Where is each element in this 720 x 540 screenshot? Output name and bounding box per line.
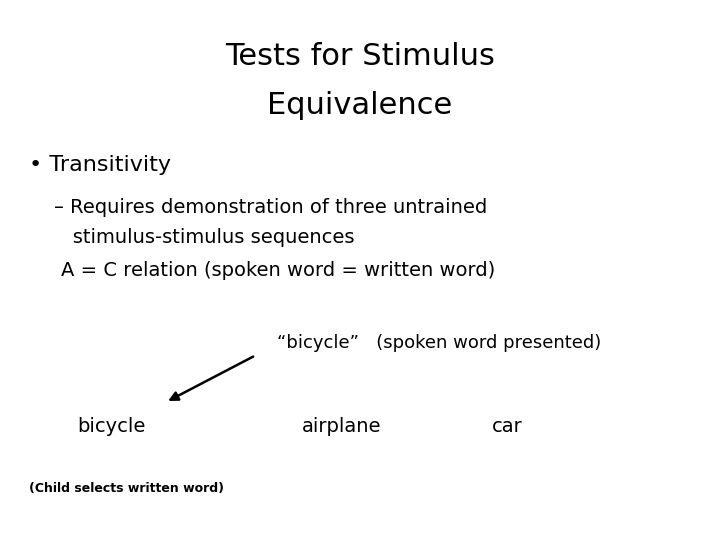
Text: Tests for Stimulus: Tests for Stimulus xyxy=(225,42,495,71)
Text: car: car xyxy=(492,417,523,436)
Text: airplane: airplane xyxy=(302,417,382,436)
Text: A = C relation (spoken word = written word): A = C relation (spoken word = written wo… xyxy=(61,260,495,280)
Text: – Requires demonstration of three untrained: – Requires demonstration of three untrai… xyxy=(54,198,487,218)
Text: Equivalence: Equivalence xyxy=(267,91,453,120)
Text: bicycle: bicycle xyxy=(78,417,145,436)
Text: “bicycle”   (spoken word presented): “bicycle” (spoken word presented) xyxy=(277,334,601,352)
Text: • Transitivity: • Transitivity xyxy=(29,154,171,175)
Text: stimulus-stimulus sequences: stimulus-stimulus sequences xyxy=(54,228,354,247)
Text: (Child selects written word): (Child selects written word) xyxy=(29,482,224,495)
